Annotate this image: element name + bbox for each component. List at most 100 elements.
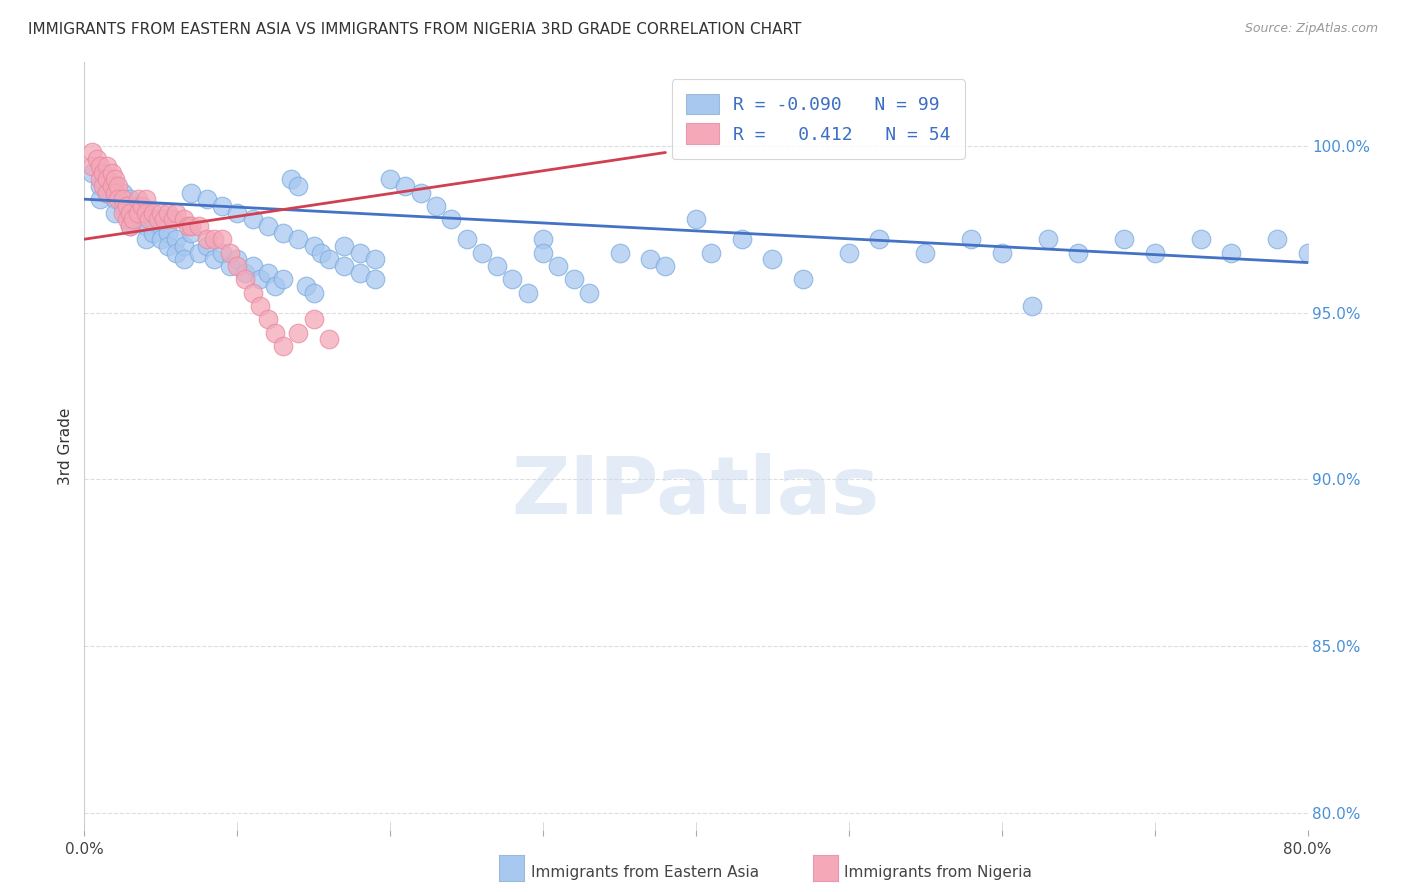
Point xyxy=(1036,232,1059,246)
Point xyxy=(96,186,118,200)
Point xyxy=(242,212,264,227)
Point xyxy=(311,245,333,260)
Point xyxy=(89,159,111,173)
Point xyxy=(1067,245,1090,260)
Point xyxy=(271,272,294,286)
Point xyxy=(89,192,111,206)
Point xyxy=(101,178,124,193)
Point xyxy=(233,272,256,286)
Point xyxy=(349,245,371,260)
Point xyxy=(991,245,1014,260)
Point xyxy=(654,259,676,273)
Text: Immigrants from Eastern Asia: Immigrants from Eastern Asia xyxy=(531,865,759,880)
Point xyxy=(101,165,124,179)
Point xyxy=(89,172,111,186)
Point xyxy=(249,272,271,286)
Point xyxy=(142,226,165,240)
Point xyxy=(562,272,585,286)
Point xyxy=(127,192,149,206)
Point xyxy=(162,212,184,227)
Point xyxy=(302,239,325,253)
Point xyxy=(131,199,153,213)
Point xyxy=(202,232,225,246)
Point xyxy=(202,252,225,267)
Point xyxy=(249,299,271,313)
Legend: R = -0.090   N = 99, R =   0.412   N = 54: R = -0.090 N = 99, R = 0.412 N = 54 xyxy=(672,79,965,159)
Point xyxy=(1114,232,1136,246)
Point xyxy=(135,205,157,219)
Point xyxy=(120,205,142,219)
Point xyxy=(264,326,287,340)
Point xyxy=(146,212,169,227)
Point xyxy=(1265,232,1288,246)
Point xyxy=(149,219,172,233)
Point xyxy=(111,205,134,219)
Point xyxy=(135,192,157,206)
Point xyxy=(349,266,371,280)
Point xyxy=(127,212,149,227)
Point xyxy=(127,205,149,219)
Point xyxy=(149,232,172,246)
Point xyxy=(792,272,814,286)
Point xyxy=(111,186,134,200)
Point xyxy=(153,212,176,227)
Point xyxy=(180,226,202,240)
Point xyxy=(333,239,356,253)
Point xyxy=(173,252,195,267)
Point xyxy=(318,332,340,346)
Point xyxy=(157,239,180,253)
Point xyxy=(96,186,118,200)
Point xyxy=(731,232,754,246)
Point xyxy=(486,259,509,273)
Point xyxy=(165,245,187,260)
Point xyxy=(409,186,432,200)
Point xyxy=(96,172,118,186)
Point xyxy=(188,245,211,260)
Point xyxy=(333,259,356,273)
Point xyxy=(188,219,211,233)
Point xyxy=(135,232,157,246)
Point xyxy=(80,145,103,160)
Point xyxy=(157,205,180,219)
Point xyxy=(157,226,180,240)
Point xyxy=(456,232,478,246)
Point xyxy=(609,245,631,260)
Point xyxy=(218,259,240,273)
Point xyxy=(120,219,142,233)
Point xyxy=(80,159,103,173)
Point xyxy=(264,279,287,293)
Point xyxy=(1296,245,1319,260)
Point xyxy=(115,199,138,213)
Point xyxy=(149,205,172,219)
Text: Immigrants from Nigeria: Immigrants from Nigeria xyxy=(844,865,1032,880)
Point xyxy=(531,232,554,246)
Point xyxy=(257,266,280,280)
Point xyxy=(869,232,891,246)
Point xyxy=(578,285,600,300)
Point xyxy=(838,245,860,260)
Point xyxy=(80,165,103,179)
Point xyxy=(226,259,249,273)
Text: IMMIGRANTS FROM EASTERN ASIA VS IMMIGRANTS FROM NIGERIA 3RD GRADE CORRELATION CH: IMMIGRANTS FROM EASTERN ASIA VS IMMIGRAN… xyxy=(28,22,801,37)
Point xyxy=(104,172,127,186)
Point xyxy=(120,219,142,233)
Point xyxy=(233,266,256,280)
Point xyxy=(440,212,463,227)
Point xyxy=(173,212,195,227)
Point xyxy=(165,205,187,219)
Point xyxy=(104,192,127,206)
Point xyxy=(287,178,309,193)
Point xyxy=(364,252,387,267)
Point xyxy=(104,205,127,219)
Point xyxy=(173,239,195,253)
Point xyxy=(211,232,233,246)
Point xyxy=(287,326,309,340)
Point xyxy=(180,186,202,200)
Text: ZIPatlas: ZIPatlas xyxy=(512,453,880,531)
Point xyxy=(211,245,233,260)
Point xyxy=(280,172,302,186)
Point xyxy=(120,205,142,219)
Point xyxy=(111,192,134,206)
Point xyxy=(271,339,294,353)
Point xyxy=(471,245,494,260)
